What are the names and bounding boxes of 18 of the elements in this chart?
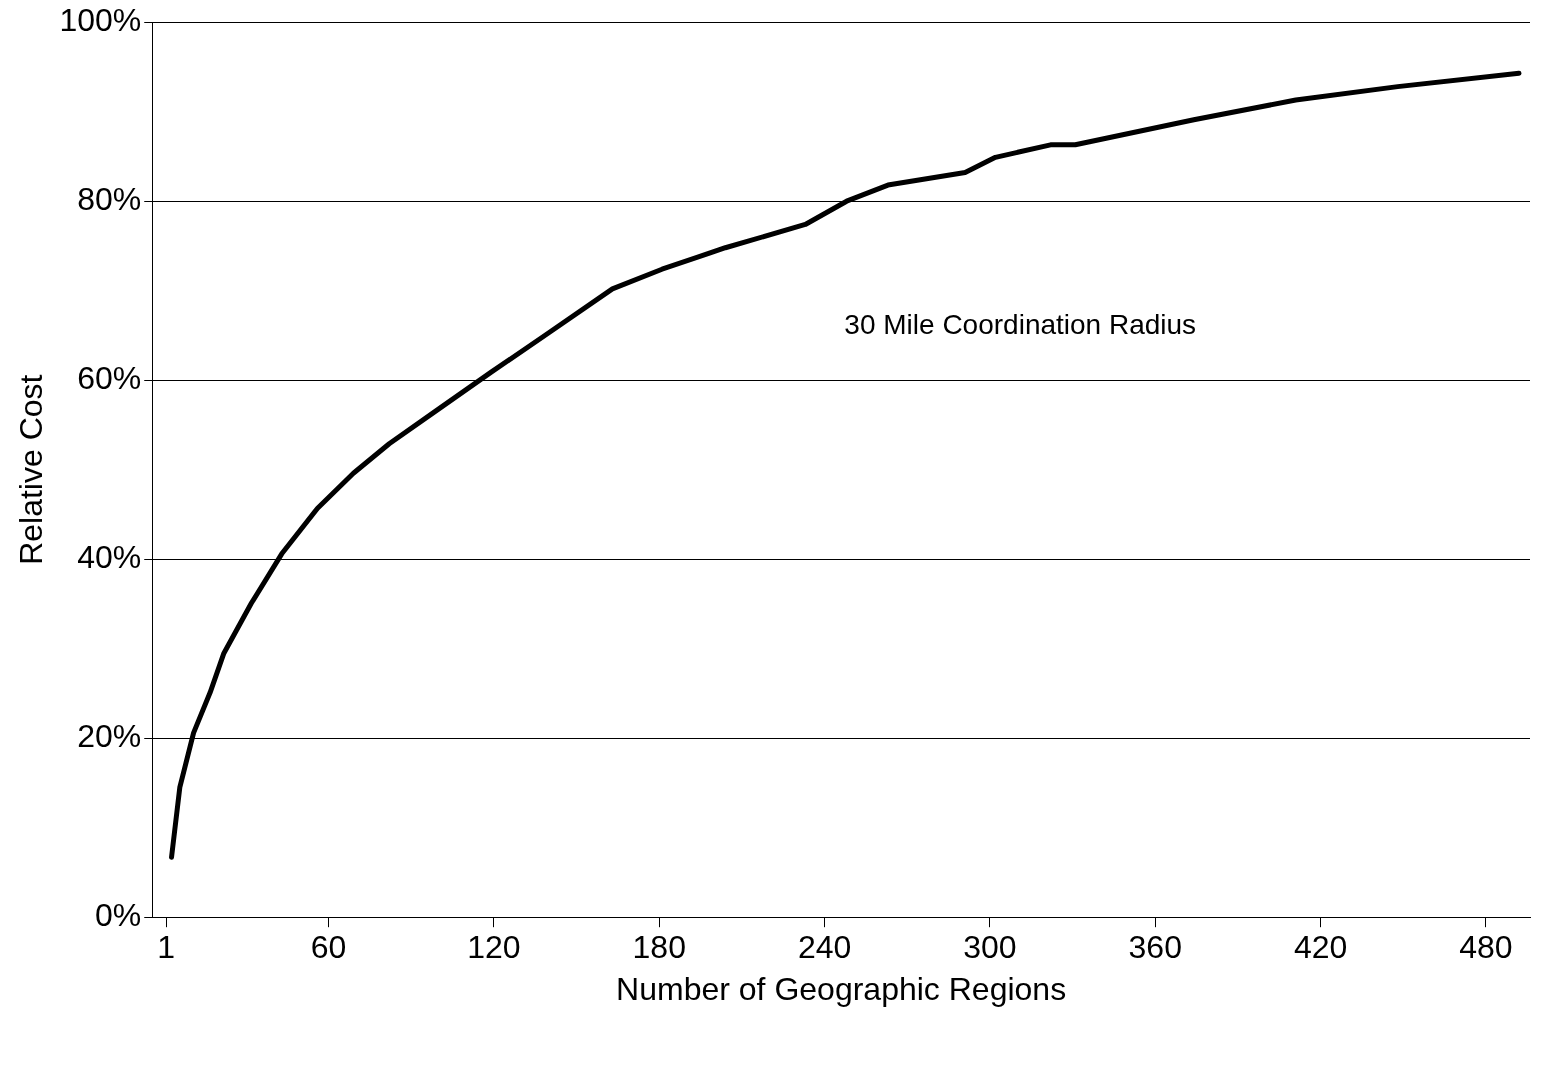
x-tick-label: 300 [963, 929, 1017, 966]
annotation: 30 Mile Coordination Radius [844, 309, 1197, 341]
y-axis-title: Relative Cost [13, 374, 50, 565]
x-tick-label: 420 [1293, 929, 1348, 966]
y-tick-label: 60% [77, 360, 142, 397]
y-tick-label: 0% [94, 897, 142, 934]
x-tick-label: 480 [1459, 929, 1513, 966]
x-tick-label: 240 [797, 929, 852, 966]
x-tick-label: 360 [1128, 929, 1182, 966]
x-tick-label: 120 [467, 929, 521, 966]
x-tick-label: 60 [310, 929, 347, 966]
y-tick-label: 80% [77, 181, 142, 218]
x-axis-title: Number of Geographic Regions [616, 970, 1067, 1007]
y-tick-label: 40% [77, 539, 142, 576]
y-tick-label: 20% [77, 718, 142, 755]
x-tick-label: 1 [157, 929, 175, 966]
x-tick-label: 180 [632, 929, 686, 966]
y-tick-label: 100% [59, 2, 142, 39]
